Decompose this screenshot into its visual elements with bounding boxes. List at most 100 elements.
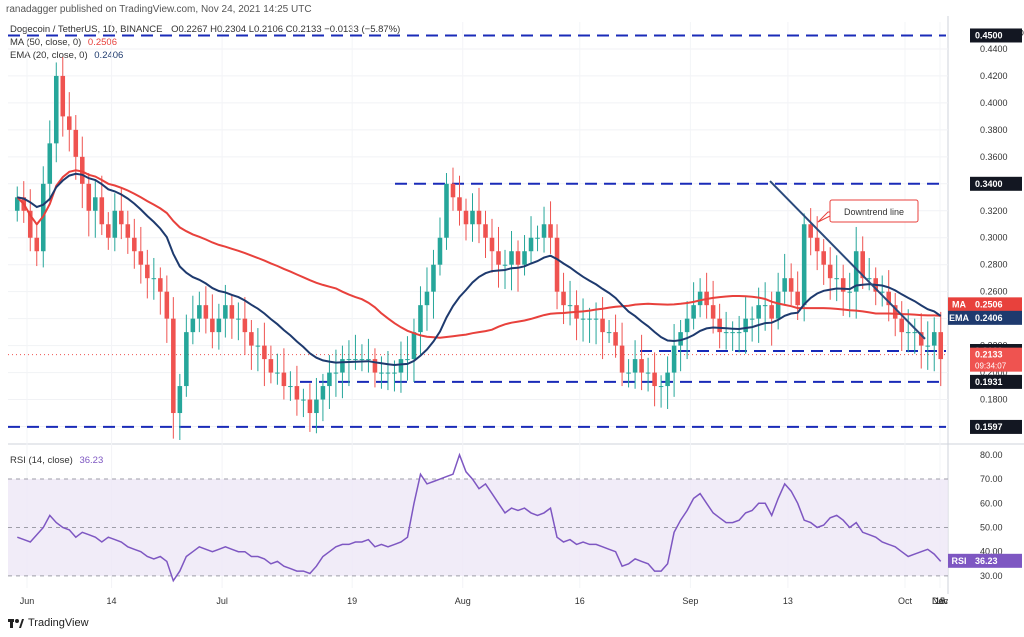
rsi-tick-label: 30.00 [980,571,1003,581]
candle-body [502,264,508,266]
candle-body [814,237,820,252]
price-tick-label: 0.3200 [980,206,1008,216]
candle-body [216,318,222,333]
candle-body [119,210,124,225]
level-tag-label: 0.1597 [975,422,1003,432]
rsi-tag [970,553,1022,568]
candle-body [535,237,540,239]
candle-body [723,332,729,334]
candle-body [379,372,384,374]
horizontal-levels [8,34,946,428]
candle-body [242,318,248,333]
candle-body [99,197,105,225]
time-tick-label: Sep [682,596,698,606]
candle-body [626,372,631,374]
candle-body [132,237,137,252]
candle-body [47,143,53,184]
rsi-series-line [17,452,942,583]
candle-body [684,318,690,333]
candle-body [730,332,735,334]
candle-body [463,210,469,225]
candle-body [80,156,85,184]
rsi-tick-label: 80.00 [980,450,1003,460]
time-tick-label: 19 [347,596,357,606]
ema-tag-key [948,310,970,325]
candle-body [359,359,365,361]
last-price-countdown: 09:34:07 [975,362,1007,371]
time-tick-label: 15 [935,596,945,606]
candle-body [925,345,931,347]
candle-body [346,359,352,361]
candle-body [496,251,501,265]
candle-body [912,332,918,334]
rsi-tick-label: 70.00 [980,474,1003,484]
legend-ma-row[interactable]: MA (50, close, 0) 0.2506 [10,37,117,48]
level-tag-label: 0.1931 [975,377,1003,387]
candle-body [255,345,261,347]
candle-body [424,291,430,306]
candle-body [548,224,553,238]
candle-body [554,237,560,292]
candle-body [801,224,807,306]
candle-body [918,332,924,346]
tradingview-logo-icon [8,619,24,628]
candle-body [457,197,462,211]
candle-body [288,386,293,388]
candle-body [320,386,326,400]
ma-tag-key [948,297,970,312]
time-tick-label: 18 [935,596,945,606]
candle-body [418,305,423,333]
legend-ema: EMA (20, close, 0) [10,50,88,61]
candle-body [879,291,885,293]
candle-body [197,305,202,319]
candle-body [184,332,189,387]
legend-ema-row[interactable]: EMA (20, close, 0) 0.2406 [10,50,123,61]
candle-body [106,224,111,238]
level-tag [970,374,1022,389]
candle-body [905,332,911,334]
ma-line [16,169,942,367]
candle-body [671,345,677,373]
candle-body [613,332,618,346]
tradingview-logo[interactable]: TradingView [8,617,89,629]
candle-body [639,359,644,373]
candle-body [593,318,599,320]
candle-body [788,278,794,292]
time-tick-label: Jun [20,596,35,606]
rsi-legend-label: RSI (14, close) [10,455,73,466]
candle-body [860,251,865,279]
tradingview-brand: TradingView [28,617,89,629]
price-tick-label: 0.2000 [980,368,1008,378]
candle-body [691,305,696,319]
price-tick-label: 0.4200 [980,71,1008,81]
candle-body [834,278,839,280]
price-tick-label: 0.2600 [980,287,1008,297]
candle-body [522,251,527,265]
candle-body [470,210,475,225]
candle-body [431,264,436,292]
ema-tag-label: 0.2406 [975,313,1003,323]
candle-body [509,251,514,265]
time-tick-label: 14 [107,596,117,606]
candle-body [177,386,183,414]
candle-body [190,318,196,333]
candle-body [171,318,176,414]
candle-body [938,332,944,360]
time-tick-label: 16 [575,596,585,606]
rsi-tag-key-label: RSI [951,556,966,566]
candle-body [405,359,410,361]
rsi-line [17,452,942,583]
candle-body [73,129,79,157]
price-tick-label: 0.4400 [980,44,1008,54]
rsi-legend[interactable]: RSI (14, close) 36.23 [10,455,103,466]
candle-body [697,291,703,306]
annotation-box [829,199,919,223]
price-tick-label: 0.3000 [980,233,1008,243]
candle-body [821,251,826,265]
candle-body [392,372,397,374]
legend-ma: MA (50, close, 0) [10,37,82,48]
price-tick-label: 0.3800 [980,125,1008,135]
candle-body [203,305,209,319]
